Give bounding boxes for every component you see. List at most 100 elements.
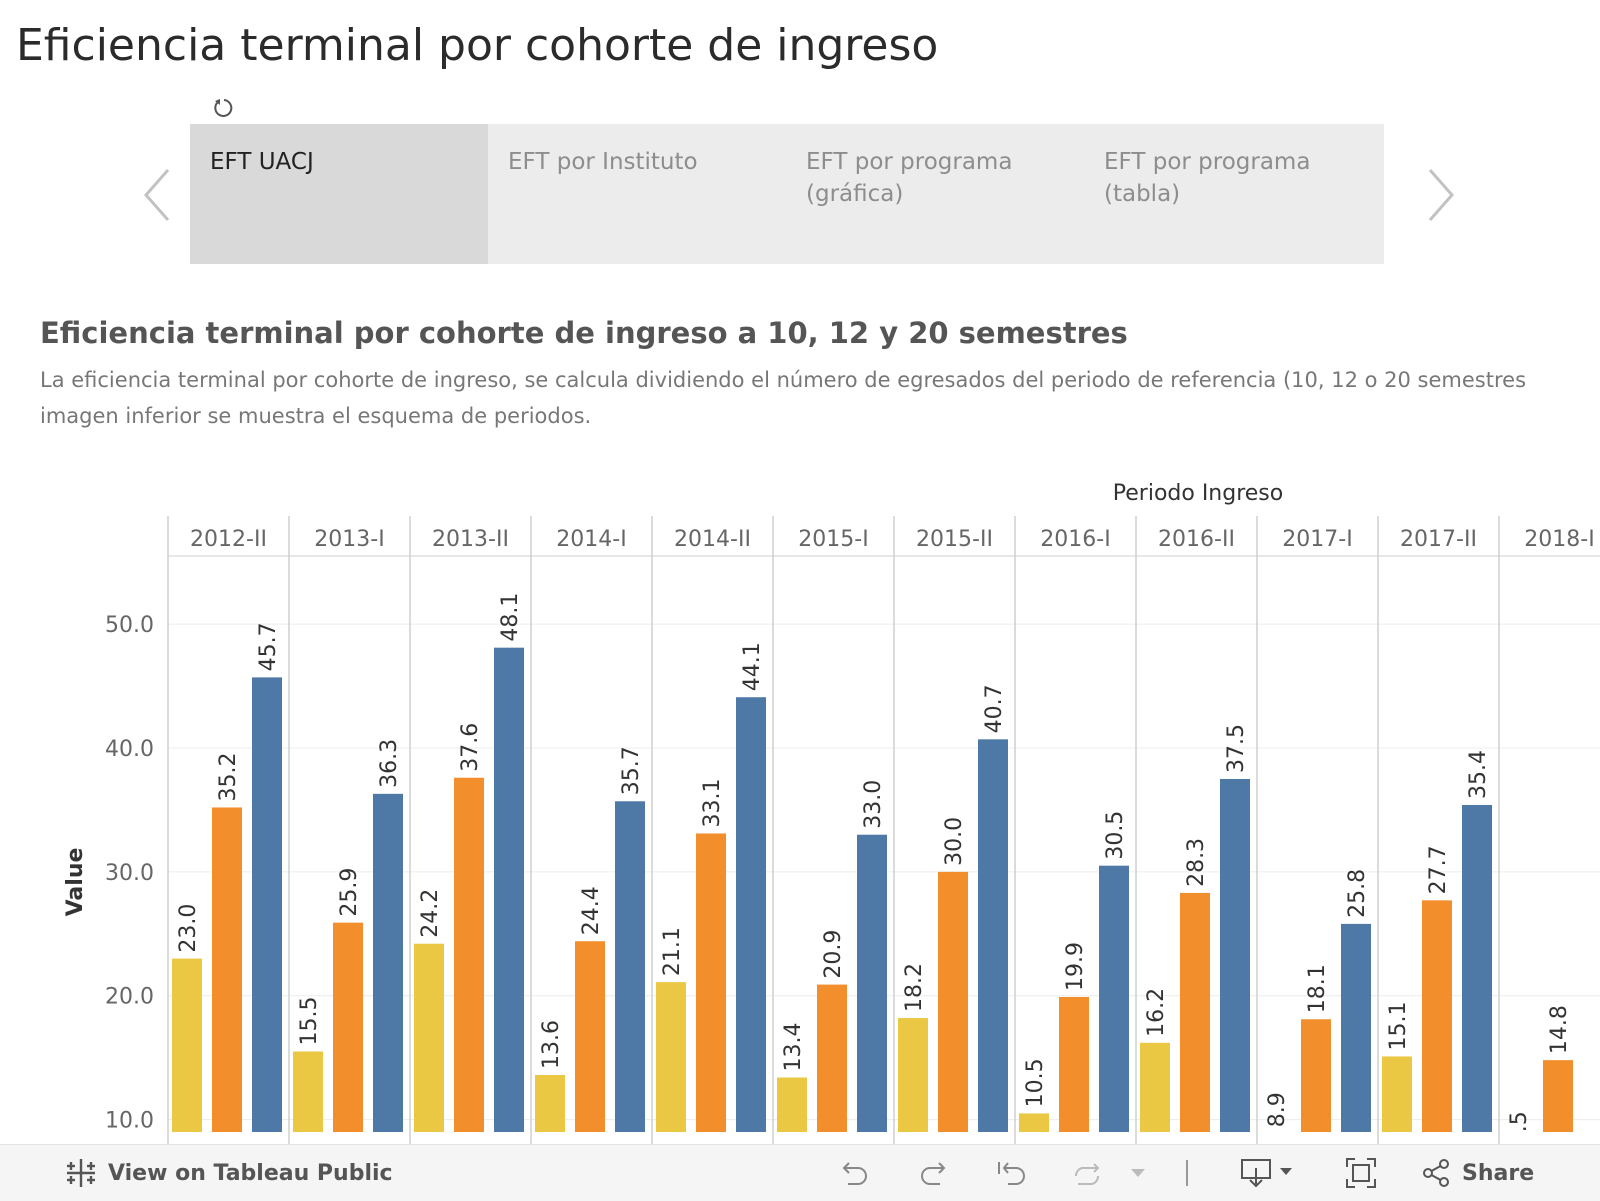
data-label: 35.4 bbox=[1466, 750, 1491, 799]
bar bbox=[373, 793, 403, 1132]
data-label: 24.4 bbox=[579, 886, 604, 935]
data-label: 13.6 bbox=[539, 1020, 564, 1069]
data-label: 36.3 bbox=[377, 739, 402, 788]
data-label: 8.9 bbox=[1265, 1092, 1290, 1127]
bar bbox=[172, 958, 202, 1132]
data-label: 13.4 bbox=[781, 1023, 806, 1072]
bar bbox=[494, 647, 524, 1132]
bar bbox=[1301, 1019, 1331, 1132]
tab-eft-por-instituto[interactable]: EFT por Instituto bbox=[488, 124, 788, 264]
category-label: 2016-II bbox=[1158, 527, 1235, 552]
bar bbox=[1462, 804, 1492, 1132]
data-label: 15.5 bbox=[297, 996, 322, 1045]
data-label: 25.8 bbox=[1345, 869, 1370, 918]
y-tick-label: 10.0 bbox=[105, 1109, 154, 1134]
view-on-tableau-label: View on Tableau Public bbox=[108, 1160, 393, 1186]
category-label: 2017-II bbox=[1400, 527, 1477, 552]
revert-all-icon bbox=[998, 1162, 1025, 1185]
data-label: 35.7 bbox=[619, 746, 644, 795]
data-label: 21.1 bbox=[660, 927, 685, 976]
data-label: 48.1 bbox=[498, 593, 523, 642]
y-tick-label: 30.0 bbox=[105, 861, 154, 886]
bar bbox=[575, 941, 605, 1132]
next-arrow-icon[interactable] bbox=[1422, 166, 1458, 224]
bar bbox=[1059, 996, 1089, 1132]
bar bbox=[736, 697, 766, 1132]
tab-eft-por-programa-tabla[interactable]: EFT por programa (tabla) bbox=[1084, 124, 1384, 264]
bar bbox=[293, 1051, 323, 1132]
revert-icon[interactable] bbox=[212, 96, 236, 120]
column-header-title: Periodo Ingreso bbox=[1113, 481, 1283, 506]
redo-button[interactable] bbox=[918, 1145, 952, 1201]
view-on-tableau-link[interactable]: View on Tableau Public bbox=[64, 1145, 393, 1201]
y-axis-label: Value bbox=[63, 848, 88, 917]
data-label: 45.7 bbox=[256, 622, 281, 671]
share-button[interactable]: Share bbox=[1420, 1145, 1534, 1201]
bar bbox=[333, 922, 363, 1132]
bar bbox=[1019, 1113, 1049, 1132]
data-label: 25.9 bbox=[337, 868, 362, 917]
bar bbox=[1180, 892, 1210, 1132]
undo-icon bbox=[842, 1162, 867, 1185]
bar bbox=[1382, 1056, 1412, 1132]
data-label: 30.0 bbox=[942, 817, 967, 866]
data-label: 44.1 bbox=[740, 642, 765, 691]
tab-eft-uacj[interactable]: EFT UACJ bbox=[190, 124, 490, 264]
bar bbox=[1099, 865, 1129, 1132]
dropdown-icon bbox=[1131, 1169, 1145, 1177]
bar bbox=[615, 801, 645, 1132]
chart-heading: Eficiencia terminal por cohorte de ingre… bbox=[40, 316, 1128, 350]
page-title: Eficiencia terminal por cohorte de ingre… bbox=[16, 20, 939, 71]
category-label: 2014-I bbox=[556, 527, 626, 552]
data-label: 10.5 bbox=[1023, 1058, 1048, 1107]
bar-chart: Periodo Ingreso 10.0 20.0 30.0 40.0 50.0 Value… bbox=[63, 481, 1600, 1144]
y-tick-label: 50.0 bbox=[105, 613, 154, 638]
category-label: 2015-II bbox=[916, 527, 993, 552]
previous-arrow-icon[interactable] bbox=[140, 166, 176, 224]
bar bbox=[414, 943, 444, 1132]
data-label: 14.8 bbox=[1547, 1005, 1572, 1054]
share-label: Share bbox=[1462, 1160, 1535, 1186]
refresh-dropdown[interactable] bbox=[1130, 1145, 1146, 1201]
y-tick-label: 40.0 bbox=[105, 737, 154, 762]
data-label: 37.6 bbox=[458, 723, 483, 772]
category-label: 2013-I bbox=[314, 527, 384, 552]
data-label: 27.7 bbox=[1426, 845, 1451, 894]
category-label: 2016-I bbox=[1040, 527, 1110, 552]
tableau-logo-icon bbox=[67, 1159, 95, 1187]
bar bbox=[212, 807, 242, 1132]
chart-description: La eficiencia terminal por cohorte de in… bbox=[40, 362, 1600, 434]
bar bbox=[1220, 778, 1250, 1132]
revert-button[interactable] bbox=[994, 1145, 1028, 1201]
data-label: 30.5 bbox=[1103, 811, 1128, 860]
data-label: 19.9 bbox=[1063, 942, 1088, 991]
refresh-icon bbox=[1075, 1163, 1100, 1185]
data-label: 18.1 bbox=[1305, 964, 1330, 1013]
fullscreen-button[interactable] bbox=[1344, 1145, 1378, 1201]
data-label: 40.7 bbox=[982, 684, 1007, 733]
data-label: 33.0 bbox=[861, 780, 886, 829]
fullscreen-icon bbox=[1346, 1158, 1376, 1188]
bar bbox=[454, 777, 484, 1132]
download-button[interactable] bbox=[1240, 1145, 1294, 1201]
data-label: 28.3 bbox=[1184, 838, 1209, 887]
category-label: 2014-II bbox=[674, 527, 751, 552]
bar bbox=[777, 1077, 807, 1132]
bar bbox=[857, 834, 887, 1132]
bar bbox=[978, 739, 1008, 1132]
share-icon bbox=[1423, 1159, 1449, 1187]
category-label: 2015-I bbox=[798, 527, 868, 552]
tab-eft-por-programa-grafica[interactable]: EFT por programa (gráfica) bbox=[786, 124, 1086, 264]
bar bbox=[938, 871, 968, 1132]
data-label: 24.2 bbox=[418, 889, 443, 938]
undo-button[interactable] bbox=[836, 1145, 870, 1201]
bar bbox=[535, 1075, 565, 1132]
data-label: 18.2 bbox=[902, 963, 927, 1012]
toolbar: View on Tableau Public bbox=[0, 1144, 1600, 1201]
refresh-button[interactable] bbox=[1070, 1145, 1104, 1201]
data-label: 16.2 bbox=[1144, 988, 1169, 1037]
bar bbox=[1422, 900, 1452, 1132]
bar bbox=[817, 984, 847, 1132]
data-label: .5 bbox=[1507, 1111, 1532, 1132]
category-label: 2012-II bbox=[190, 527, 267, 552]
